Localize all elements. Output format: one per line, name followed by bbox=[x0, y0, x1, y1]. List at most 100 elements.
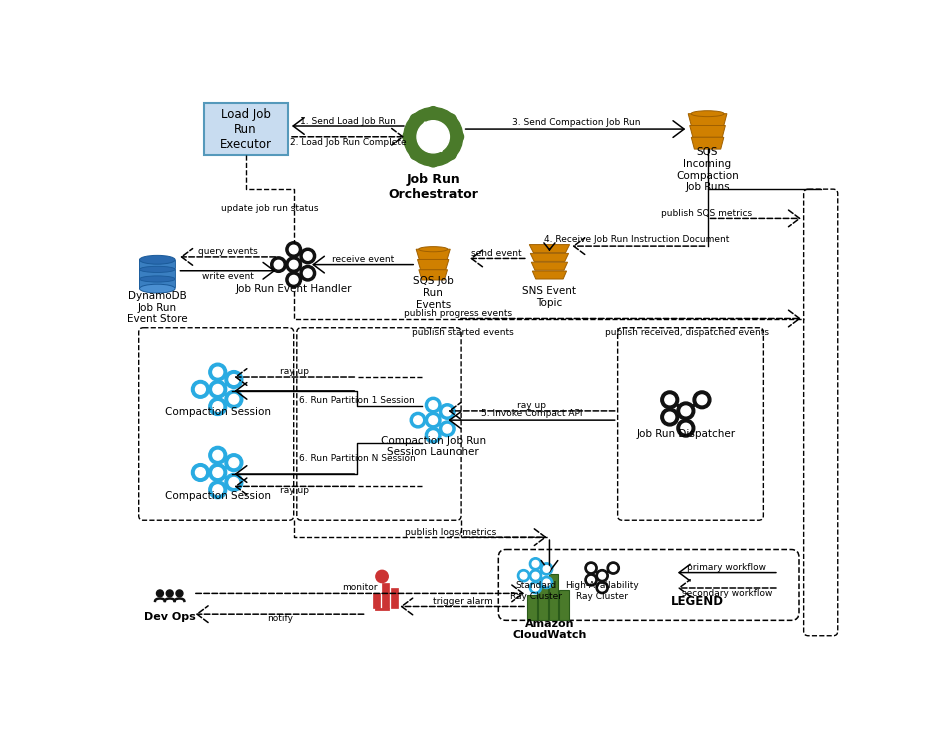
Circle shape bbox=[596, 570, 608, 582]
Circle shape bbox=[196, 467, 205, 477]
Circle shape bbox=[271, 257, 286, 272]
Text: Amazon
CloudWatch: Amazon CloudWatch bbox=[512, 619, 587, 640]
Circle shape bbox=[661, 391, 679, 409]
Text: High-Availability
Ray Cluster: High-Availability Ray Cluster bbox=[565, 582, 639, 601]
Circle shape bbox=[540, 562, 553, 575]
FancyBboxPatch shape bbox=[391, 588, 399, 608]
Polygon shape bbox=[533, 271, 566, 279]
Text: SNS Event
Topic: SNS Event Topic bbox=[522, 286, 577, 308]
Circle shape bbox=[212, 367, 223, 377]
Circle shape bbox=[212, 467, 223, 477]
Circle shape bbox=[429, 416, 437, 424]
Circle shape bbox=[661, 408, 679, 426]
Circle shape bbox=[697, 395, 707, 404]
Circle shape bbox=[209, 481, 227, 499]
Text: update job run status: update job run status bbox=[221, 204, 318, 213]
Text: ray up: ray up bbox=[280, 367, 309, 376]
FancyBboxPatch shape bbox=[538, 585, 548, 620]
Text: 4. Receive Job Run Instruction Document: 4. Receive Job Run Instruction Document bbox=[544, 235, 729, 244]
Circle shape bbox=[446, 114, 456, 125]
Circle shape bbox=[610, 565, 617, 571]
Polygon shape bbox=[531, 253, 568, 261]
FancyBboxPatch shape bbox=[139, 279, 175, 287]
Circle shape bbox=[376, 571, 388, 582]
Circle shape bbox=[596, 582, 608, 594]
Circle shape bbox=[229, 458, 239, 467]
Polygon shape bbox=[692, 137, 724, 149]
Circle shape bbox=[303, 269, 312, 278]
Polygon shape bbox=[688, 114, 727, 125]
Text: 6. Run Partition 1 Session: 6. Run Partition 1 Session bbox=[300, 396, 416, 405]
Circle shape bbox=[530, 582, 542, 594]
Circle shape bbox=[693, 391, 711, 409]
Circle shape bbox=[225, 370, 242, 388]
Circle shape bbox=[156, 590, 164, 597]
Text: 5. Invoke Compact API: 5. Invoke Compact API bbox=[481, 410, 582, 418]
Polygon shape bbox=[690, 125, 725, 137]
Text: Compaction Job Run
Session Launcher: Compaction Job Run Session Launcher bbox=[381, 436, 486, 457]
Text: trigger alarm: trigger alarm bbox=[432, 597, 492, 605]
Circle shape bbox=[677, 419, 695, 437]
Circle shape bbox=[414, 416, 422, 424]
Text: Compaction Session: Compaction Session bbox=[165, 490, 271, 501]
Circle shape bbox=[196, 384, 205, 394]
Text: publish SQS metrics: publish SQS metrics bbox=[662, 209, 753, 218]
Text: ray up: ray up bbox=[280, 487, 309, 496]
Text: 3. Send Compaction Job Run: 3. Send Compaction Job Run bbox=[512, 119, 640, 128]
Circle shape bbox=[289, 246, 298, 254]
Circle shape bbox=[665, 395, 675, 404]
Circle shape bbox=[443, 407, 451, 416]
Circle shape bbox=[543, 579, 550, 586]
Text: publish received, dispatched events: publish received, dispatched events bbox=[606, 328, 769, 337]
Circle shape bbox=[225, 390, 242, 408]
Circle shape bbox=[229, 375, 239, 384]
Circle shape bbox=[274, 260, 283, 269]
Ellipse shape bbox=[139, 255, 175, 264]
Circle shape bbox=[585, 574, 597, 586]
Circle shape bbox=[428, 157, 438, 167]
Text: publish progress events: publish progress events bbox=[404, 309, 512, 318]
Circle shape bbox=[402, 131, 414, 142]
FancyBboxPatch shape bbox=[527, 595, 537, 620]
FancyBboxPatch shape bbox=[382, 583, 389, 608]
FancyBboxPatch shape bbox=[560, 591, 569, 620]
Circle shape bbox=[285, 242, 301, 257]
Text: Job Run
Orchestrator: Job Run Orchestrator bbox=[388, 173, 478, 201]
Circle shape bbox=[229, 394, 239, 404]
Circle shape bbox=[212, 401, 223, 412]
Circle shape bbox=[212, 384, 223, 394]
Circle shape bbox=[440, 404, 455, 419]
Circle shape bbox=[410, 149, 421, 160]
Circle shape bbox=[300, 249, 315, 263]
Ellipse shape bbox=[418, 246, 447, 252]
Text: publish started events: publish started events bbox=[412, 328, 513, 337]
Circle shape bbox=[530, 570, 542, 582]
Circle shape bbox=[285, 257, 301, 272]
Circle shape bbox=[410, 114, 421, 125]
Text: write event: write event bbox=[202, 272, 254, 280]
Text: 6. Run Partition N Session: 6. Run Partition N Session bbox=[299, 454, 416, 463]
Circle shape bbox=[229, 478, 239, 487]
Polygon shape bbox=[532, 262, 567, 270]
Text: notify: notify bbox=[267, 614, 293, 623]
Circle shape bbox=[677, 402, 695, 420]
Ellipse shape bbox=[139, 266, 175, 272]
FancyBboxPatch shape bbox=[204, 103, 287, 155]
FancyBboxPatch shape bbox=[139, 260, 175, 268]
Circle shape bbox=[209, 381, 227, 398]
Circle shape bbox=[599, 572, 606, 579]
Circle shape bbox=[425, 413, 441, 428]
Text: primary workflow: primary workflow bbox=[687, 563, 767, 573]
Circle shape bbox=[428, 107, 438, 117]
Polygon shape bbox=[529, 245, 570, 252]
Circle shape bbox=[446, 149, 456, 160]
Text: Load Job
Run
Executor: Load Job Run Executor bbox=[220, 108, 271, 151]
Circle shape bbox=[540, 577, 553, 588]
Circle shape bbox=[443, 424, 451, 433]
Circle shape bbox=[285, 272, 301, 287]
Text: Job Run Dispatcher: Job Run Dispatcher bbox=[636, 429, 736, 439]
Text: Dev Ops: Dev Ops bbox=[144, 612, 196, 623]
Text: send event: send event bbox=[472, 249, 522, 257]
Circle shape bbox=[225, 473, 242, 491]
Circle shape bbox=[209, 364, 227, 381]
